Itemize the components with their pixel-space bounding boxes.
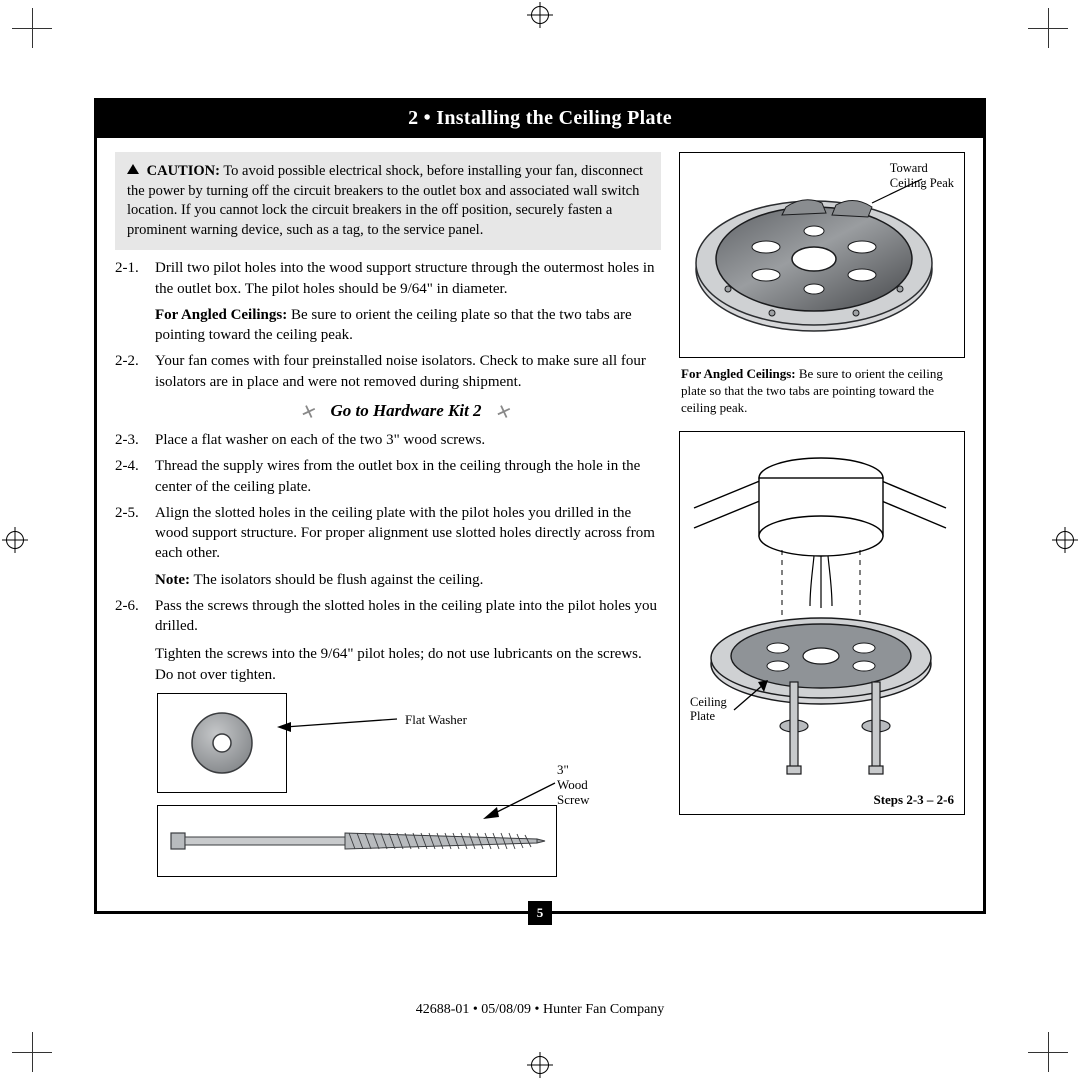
figure-install-assembly: CeilingPlate Steps 2-3 – 2-6 [679, 431, 965, 815]
left-column: CAUTION: To avoid possible electrical sh… [115, 152, 661, 893]
step-text: Pass the screws through the slotted hole… [155, 598, 657, 634]
page-frame: 2 • Installing the Ceiling Plate CAUTION… [94, 98, 986, 914]
right-column: TowardCeiling Peak [679, 152, 965, 893]
crop-mark [12, 8, 52, 48]
step-2-5: 2-5. Align the slotted holes in the ceil… [115, 503, 661, 590]
step-subtext: Tighten the screws into the 9/64" pilot … [155, 644, 661, 685]
section-title: 2 • Installing the Ceiling Plate [97, 101, 983, 138]
page-footer: 42688-01 • 05/08/09 • Hunter Fan Company [0, 1002, 1080, 1018]
tools-icon: ✕ [298, 398, 320, 426]
screw-label: 3" WoodScrew [557, 763, 590, 808]
step-2-3: 2-3. Place a flat washer on each of the … [115, 430, 661, 450]
step-text: Drill two pilot holes into the wood supp… [155, 260, 655, 296]
step-number: 2-3. [115, 430, 155, 450]
caution-box: CAUTION: To avoid possible electrical sh… [115, 152, 661, 250]
step-2-4: 2-4. Thread the supply wires from the ou… [115, 456, 661, 497]
step-text: Thread the supply wires from the outlet … [155, 456, 661, 497]
step-2-6: 2-6. Pass the screws through the slotted… [115, 596, 661, 685]
step-2-2: 2-2. Your fan comes with four preinstall… [115, 351, 661, 392]
note-label: Note: [155, 572, 190, 588]
figure-label-peak: TowardCeiling Peak [890, 161, 954, 191]
hardware-kit-callout: ✕ Go to Hardware Kit 2 ✕ [151, 400, 661, 424]
page-number: 5 [528, 901, 552, 925]
tools-icon: ✕ [492, 398, 514, 426]
registration-target-icon [531, 6, 549, 24]
figure1-caption: For Angled Ceilings: Be sure to orient t… [681, 366, 963, 417]
figure2-steps-label: Steps 2-3 – 2-6 [873, 792, 954, 808]
crop-mark [1028, 8, 1068, 48]
crop-mark [12, 1032, 52, 1072]
note-text: The isolators should be flush against th… [193, 572, 483, 588]
crop-mark [1028, 1032, 1068, 1072]
registration-target-icon [6, 531, 24, 549]
step-number: 2-6. [115, 596, 155, 685]
caution-label: CAUTION: [147, 163, 220, 179]
step-2-1: 2-1. Drill two pilot holes into the wood… [115, 258, 661, 345]
step-text: Align the slotted holes in the ceiling p… [155, 505, 655, 562]
washer-figure [157, 693, 287, 793]
step-text: Your fan comes with four preinstalled no… [155, 351, 661, 392]
registration-target-icon [531, 1056, 549, 1074]
step-number: 2-1. [115, 258, 155, 345]
step-number: 2-4. [115, 456, 155, 497]
washer-label: Flat Washer [405, 711, 467, 729]
kit-text: Go to Hardware Kit 2 [330, 400, 481, 423]
angled-label: For Angled Ceilings: [155, 307, 287, 323]
step-number: 2-2. [115, 351, 155, 392]
step-text: Place a flat washer on each of the two 3… [155, 430, 661, 450]
figure-label-plate: CeilingPlate [690, 695, 727, 724]
registration-target-icon [1056, 531, 1074, 549]
step-number: 2-5. [115, 503, 155, 590]
warning-icon [127, 164, 139, 174]
figure-ceiling-plate-top: TowardCeiling Peak [679, 152, 965, 358]
hardware-diagram: Flat Washer [157, 693, 587, 893]
